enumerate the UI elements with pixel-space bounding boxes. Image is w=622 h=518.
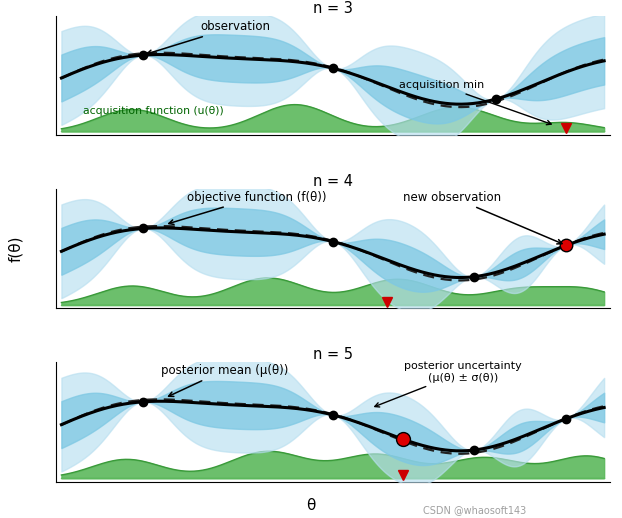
Title: n = 5: n = 5 (313, 347, 353, 362)
Text: objective function (f(θ)): objective function (f(θ)) (169, 191, 327, 224)
Text: new observation: new observation (403, 191, 562, 244)
Text: θ: θ (306, 498, 316, 513)
Text: f(θ): f(θ) (8, 235, 23, 262)
Title: n = 4: n = 4 (313, 174, 353, 189)
Text: posterior uncertainty
(μ(θ) ± σ(θ)): posterior uncertainty (μ(θ) ± σ(θ)) (375, 361, 522, 407)
Text: posterior mean (μ(θ)): posterior mean (μ(θ)) (160, 364, 288, 396)
Title: n = 3: n = 3 (313, 1, 353, 16)
Text: acquisition function (u(θ)): acquisition function (u(θ)) (83, 106, 224, 116)
Text: observation: observation (147, 20, 270, 55)
Text: acquisition min: acquisition min (399, 80, 551, 125)
Text: CSDN @whaosoft143: CSDN @whaosoft143 (423, 505, 526, 515)
